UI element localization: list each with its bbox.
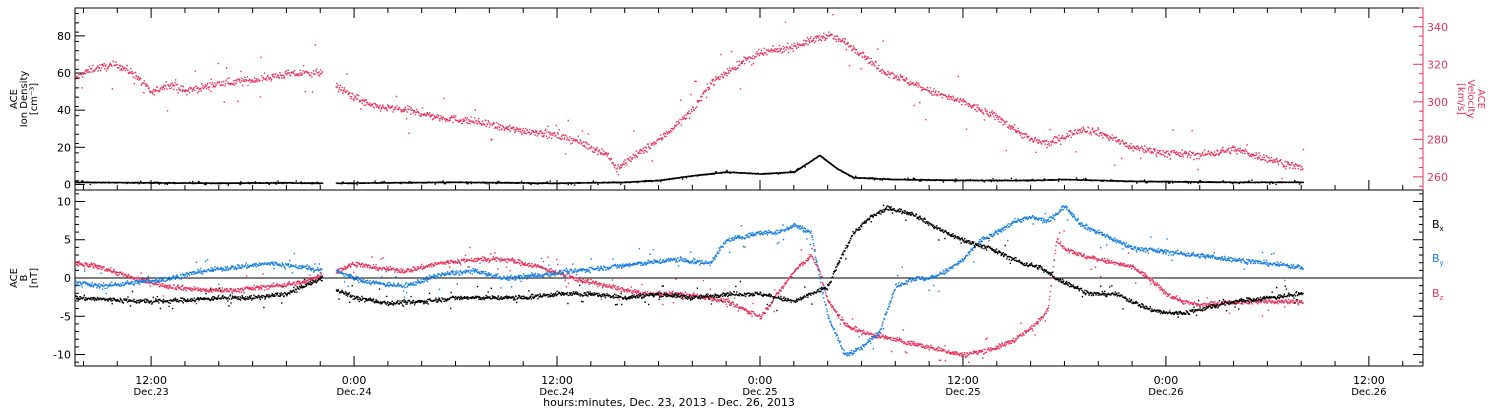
left-axis-label-line: ACE <box>9 89 20 109</box>
x-tick-date: Dec.26 <box>1148 387 1183 398</box>
legend-sub: y <box>1440 259 1444 267</box>
x-tick-time: 12:00 <box>541 374 573 387</box>
x-tick-time: 12:00 <box>135 374 167 387</box>
left-tick-label: 80 <box>57 30 71 43</box>
legend-Bz: Bz <box>1432 287 1444 302</box>
right-tick-label: 280 <box>1427 133 1448 146</box>
series-dots <box>75 14 1305 180</box>
series-dots <box>75 154 1304 186</box>
left-axis-label-line: ACE <box>9 268 20 288</box>
left-tick-label: -10 <box>53 349 71 362</box>
x-axis-label: hours:minutes, Dec. 23, 2013 - Dec. 26, … <box>543 396 795 409</box>
x-axis: 12:00Dec.230:00Dec.2412:00Dec.240:00Dec.… <box>82 8 1404 409</box>
legend-sub: x <box>1440 225 1444 233</box>
right-axis-label-line: ACE <box>1475 89 1486 109</box>
left-tick-label: 10 <box>57 195 71 208</box>
left-tick-label: 40 <box>57 104 71 117</box>
right-tick-label: 340 <box>1427 21 1448 34</box>
series-dots <box>75 205 1304 357</box>
left-axis-label-line: B <box>19 274 30 281</box>
right-axis-label-line: [km/s] <box>1455 83 1466 115</box>
x-tick-time: 0:00 <box>342 374 367 387</box>
legend-main: B <box>1432 252 1440 265</box>
x-tick-date: Dec.23 <box>133 387 168 398</box>
x-tick-date: Dec.25 <box>945 387 980 398</box>
legend-main: B <box>1432 287 1440 300</box>
x-tick-date: Dec.26 <box>1351 387 1386 398</box>
legend-main: B <box>1432 218 1440 231</box>
x-tick-date: Dec.25 <box>742 387 777 398</box>
legend-By: By <box>1432 252 1444 267</box>
left-axis-label-line: [cm⁻³] <box>29 83 40 115</box>
x-tick-date: Dec.24 <box>539 387 574 398</box>
right-tick-label: 300 <box>1427 96 1448 109</box>
legend-Bx: Bx <box>1432 218 1444 233</box>
left-tick-label: 0 <box>64 178 71 191</box>
x-tick-time: 0:00 <box>748 374 773 387</box>
x-tick-time: 0:00 <box>1154 374 1179 387</box>
panel-frame-plasma <box>74 7 1424 191</box>
series-dots <box>75 204 1304 318</box>
x-tick-time: 12:00 <box>1353 374 1385 387</box>
right-tick-label: 320 <box>1427 58 1448 71</box>
left-axis-label-line: Ion Density <box>19 71 30 128</box>
x-tick-time: 12:00 <box>947 374 979 387</box>
left-tick-label: 5 <box>64 234 71 247</box>
left-tick-label: 0 <box>64 272 71 285</box>
right-tick-label: 260 <box>1427 171 1448 184</box>
left-tick-label: 20 <box>57 141 71 154</box>
left-axis-label-line: [nT] <box>29 268 40 288</box>
legend-sub: z <box>1440 294 1444 302</box>
x-tick-date: Dec.24 <box>336 387 371 398</box>
left-tick-label: 60 <box>57 67 71 80</box>
left-tick-label: -5 <box>60 310 71 323</box>
right-axis-label-line: Velocity <box>1465 79 1476 118</box>
